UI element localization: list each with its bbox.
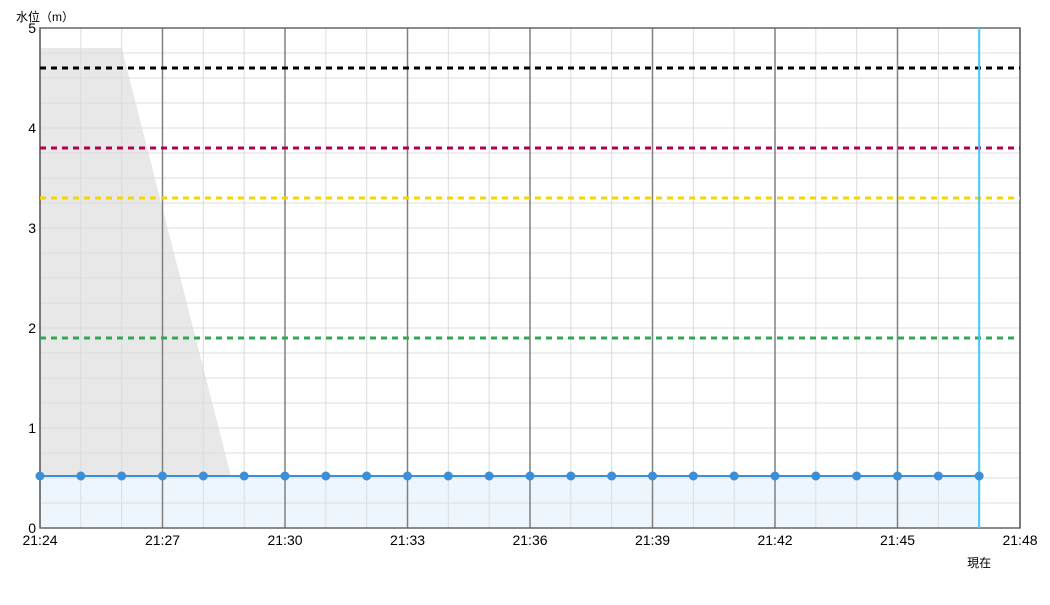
y-tick-label: 2 [28, 320, 36, 336]
y-axis-label: 水位（m） [16, 8, 74, 25]
x-tick-label: 21:42 [757, 532, 792, 548]
x-tick-label: 21:45 [880, 532, 915, 548]
y-tick-label: 3 [28, 220, 36, 236]
y-tick-label: 5 [28, 20, 36, 36]
x-tick-label: 21:24 [22, 532, 57, 548]
x-tick-label: 21:36 [512, 532, 547, 548]
x-tick-label: 21:30 [267, 532, 302, 548]
x-tick-label: 21:39 [635, 532, 670, 548]
y-tick-label: 1 [28, 420, 36, 436]
y-tick-label: 4 [28, 120, 36, 136]
water-level-chart: 水位（m） 01234521:2421:2721:3021:3321:3621:… [0, 0, 1050, 600]
chart-svg [0, 0, 1050, 600]
now-label: 現在 [967, 554, 991, 571]
x-tick-label: 21:48 [1002, 532, 1037, 548]
x-tick-label: 21:27 [145, 532, 180, 548]
x-tick-label: 21:33 [390, 532, 425, 548]
